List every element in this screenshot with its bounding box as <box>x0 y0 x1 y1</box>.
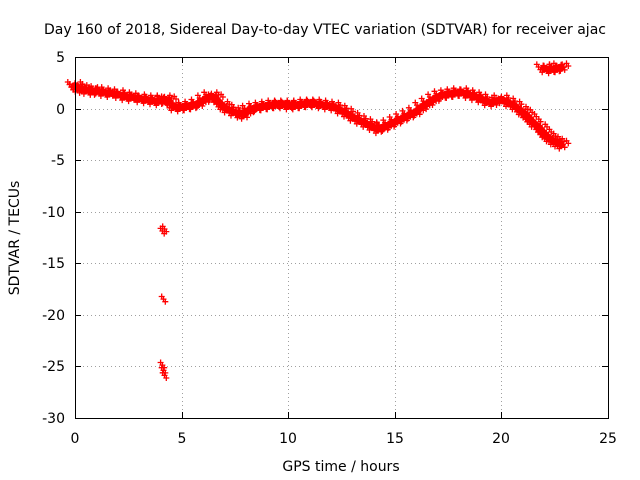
data-points <box>64 60 572 381</box>
data-point <box>159 369 170 381</box>
y-tick-label: -15 <box>42 256 65 272</box>
chart-title: Day 160 of 2018, Sidereal Day-to-day VTE… <box>44 22 606 38</box>
y-tick-label: -20 <box>42 308 65 324</box>
x-tick-label: 10 <box>279 431 297 447</box>
x-axis-title: GPS time / hours <box>282 459 399 475</box>
x-tick-label: 5 <box>178 431 187 447</box>
data-point <box>157 225 168 237</box>
series-trace <box>71 82 173 105</box>
data-point <box>158 293 169 305</box>
y-tick-label: 5 <box>56 50 65 66</box>
x-tick-label: 0 <box>71 431 80 447</box>
plot-frame <box>75 57 609 419</box>
y-axis-title: SDTVAR / TECUs <box>7 181 23 296</box>
y-tick-label: -30 <box>42 411 65 427</box>
series-trace <box>540 63 565 73</box>
x-tick-label: 20 <box>492 431 510 447</box>
data-point <box>159 223 170 235</box>
series-trace <box>169 88 565 149</box>
data-point <box>158 364 169 376</box>
y-tick-label: -25 <box>42 359 65 375</box>
y-tick-label: -5 <box>51 153 65 169</box>
y-tick-label: -10 <box>42 205 65 221</box>
data-point <box>157 359 168 371</box>
x-tick-label: 25 <box>599 431 617 447</box>
ticks: 0 5 10 15 20 25 -30 -25 -20 -15 -10 -5 0 5 <box>42 50 617 447</box>
y-tick-label: 0 <box>56 102 65 118</box>
x-tick-label: 15 <box>386 431 404 447</box>
